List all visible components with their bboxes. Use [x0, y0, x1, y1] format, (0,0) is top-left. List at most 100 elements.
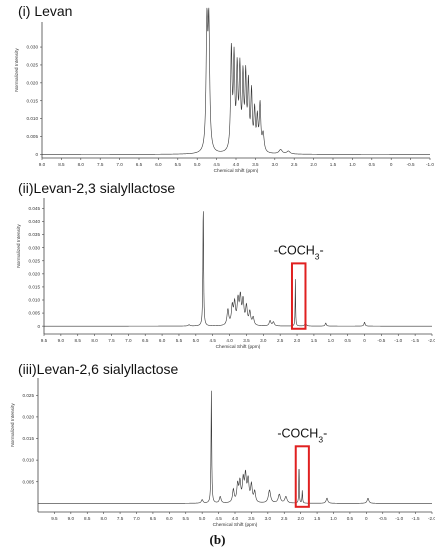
x-tick-label: 6.5	[150, 516, 157, 521]
x-tick-label: 4.0	[232, 516, 239, 521]
x-tick-label: 3.0	[265, 516, 272, 521]
y-tick-label: 0.045	[29, 206, 41, 211]
x-tick-label: 0.5	[369, 162, 376, 167]
panel-2-title: (ii)Levan-2,3 sialyllactose	[18, 180, 176, 196]
x-tick-label: 8.5	[58, 162, 65, 167]
x-tick-label: 8.0	[91, 338, 98, 343]
y-tick-label: 0.035	[29, 232, 41, 237]
spectrum-series-line	[44, 211, 432, 327]
x-tick-label: 6.5	[136, 162, 143, 167]
x-tick-label: 0	[363, 338, 366, 343]
x-tick-label: 7.5	[108, 338, 115, 343]
x-tick-label: 9.0	[39, 162, 46, 167]
x-tick-label: 6.5	[142, 338, 149, 343]
x-tick-label: 8.0	[78, 162, 85, 167]
x-tick-label: 0	[390, 162, 393, 167]
x-tick-label: 5.5	[183, 516, 190, 521]
x-tick-label: 4.5	[213, 162, 220, 167]
y-tick-label: 0.015	[29, 285, 41, 290]
x-tick-label: 0.5	[347, 516, 354, 521]
x-axis-label: Chemical Shift (ppm)	[214, 168, 259, 174]
x-tick-label: 1.5	[330, 162, 337, 167]
x-tick-label: 2.5	[277, 338, 284, 343]
x-tick-label: -1.0	[394, 338, 402, 343]
y-tick-label: 0.010	[23, 458, 35, 463]
x-tick-label: 7.5	[117, 516, 124, 521]
y-tick-label: 0	[37, 324, 40, 329]
x-tick-label: 3.5	[248, 516, 255, 521]
x-tick-label: 5.0	[193, 338, 200, 343]
x-tick-label: -2.0	[428, 516, 435, 521]
x-tick-label: 0.5	[344, 338, 351, 343]
panel-1-title: (i) Levan	[18, 3, 73, 19]
x-tick-label: 8.5	[75, 338, 82, 343]
x-tick-label: 7.0	[116, 162, 123, 167]
x-tick-label: 1.0	[328, 338, 335, 343]
y-tick-label: 0.020	[23, 415, 35, 420]
y-tick-label: 0	[35, 152, 38, 157]
x-tick-label: 3.0	[260, 338, 267, 343]
y-tick-label: 0.030	[29, 245, 41, 250]
y-tick-label: 0.005	[29, 311, 41, 316]
x-tick-label: 7.0	[125, 338, 132, 343]
x-tick-label: 7.0	[133, 516, 140, 521]
acetyl-peak-highlight-box	[294, 445, 310, 508]
y-tick-label: 0.020	[29, 271, 41, 276]
x-tick-label: 4.0	[233, 162, 240, 167]
y-tick-label: 0.020	[27, 80, 39, 85]
x-tick-label: 4.0	[226, 338, 233, 343]
x-tick-label: 4.5	[215, 516, 222, 521]
panel-1-chart: 0 0.005 0.010 0.015 0.020 0.025 0.030 9.0 8.5 8.0…	[14, 7, 434, 174]
y-tick-label: 0.015	[23, 436, 35, 441]
x-tick-label: 6.0	[155, 162, 162, 167]
x-tick-label: 3.5	[252, 162, 259, 167]
y-tick-label: 0.005	[27, 134, 39, 139]
x-tick-label: -1.0	[395, 516, 403, 521]
x-tick-label: -0.5	[407, 162, 415, 167]
spectrum-series-line	[38, 390, 432, 504]
x-tick-label: 9.5	[41, 338, 48, 343]
panel-3-title: (iii)Levan-2,6 sialyllactose	[18, 361, 179, 377]
x-tick-label: 0	[365, 516, 368, 521]
figure-label: (b)	[209, 532, 226, 547]
y-tick-label: 0.040	[29, 219, 41, 224]
x-tick-label: 1.5	[314, 516, 321, 521]
x-axis-label: Chemical Shift (ppm)	[216, 344, 261, 350]
x-axis-label: Chemical Shift (ppm)	[213, 522, 258, 528]
panel-2-chart: 0 0.005 0.010 0.015 0.020 0.025 0.030 0.035 0.04…	[16, 198, 435, 350]
y-tick-label: 0.030	[27, 45, 39, 50]
x-tick-label: 3.5	[243, 338, 250, 343]
y-tick-label: 0.025	[23, 393, 35, 398]
y-tick-label: 0.005	[23, 479, 35, 484]
x-tick-label: 7.5	[97, 162, 104, 167]
x-tick-label: 2.0	[294, 338, 301, 343]
acetyl-annotation-label: -COCH3-	[274, 243, 324, 261]
x-tick-label: -0.5	[379, 516, 387, 521]
y-tick-label: 0.010	[29, 298, 41, 303]
x-tick-label: 1.5	[311, 338, 318, 343]
x-tick-label: -1.0	[426, 162, 434, 167]
x-tick-label: 9.5	[51, 516, 58, 521]
x-tick-label: 6.0	[159, 338, 166, 343]
x-tick-label: 6.0	[166, 516, 173, 521]
x-tick-label: 2.0	[297, 516, 304, 521]
x-tick-label: -1.5	[411, 338, 419, 343]
acetyl-peak-highlight-box	[290, 262, 307, 330]
y-tick-label: 0.025	[29, 258, 41, 263]
x-tick-label: 1.0	[330, 516, 337, 521]
y-axis-label: Normalized Intensity	[16, 224, 22, 268]
x-tick-label: 2.0	[310, 162, 317, 167]
x-tick-label: 2.5	[281, 516, 288, 521]
y-axis-label: Normalized Intensity	[10, 403, 16, 447]
x-tick-label: 8.5	[84, 516, 91, 521]
y-tick-label: 0.025	[27, 63, 39, 68]
x-tick-label: 2.5	[291, 162, 298, 167]
x-tick-label: -1.5	[412, 516, 420, 521]
x-tick-label: 5.0	[199, 516, 206, 521]
x-tick-label: 5.5	[176, 338, 183, 343]
y-axis-label: Normalized Intensity	[14, 48, 20, 92]
x-tick-label: 8.0	[100, 516, 107, 521]
x-tick-label: 9.0	[68, 516, 75, 521]
y-tick-label: 0.010	[27, 116, 39, 121]
